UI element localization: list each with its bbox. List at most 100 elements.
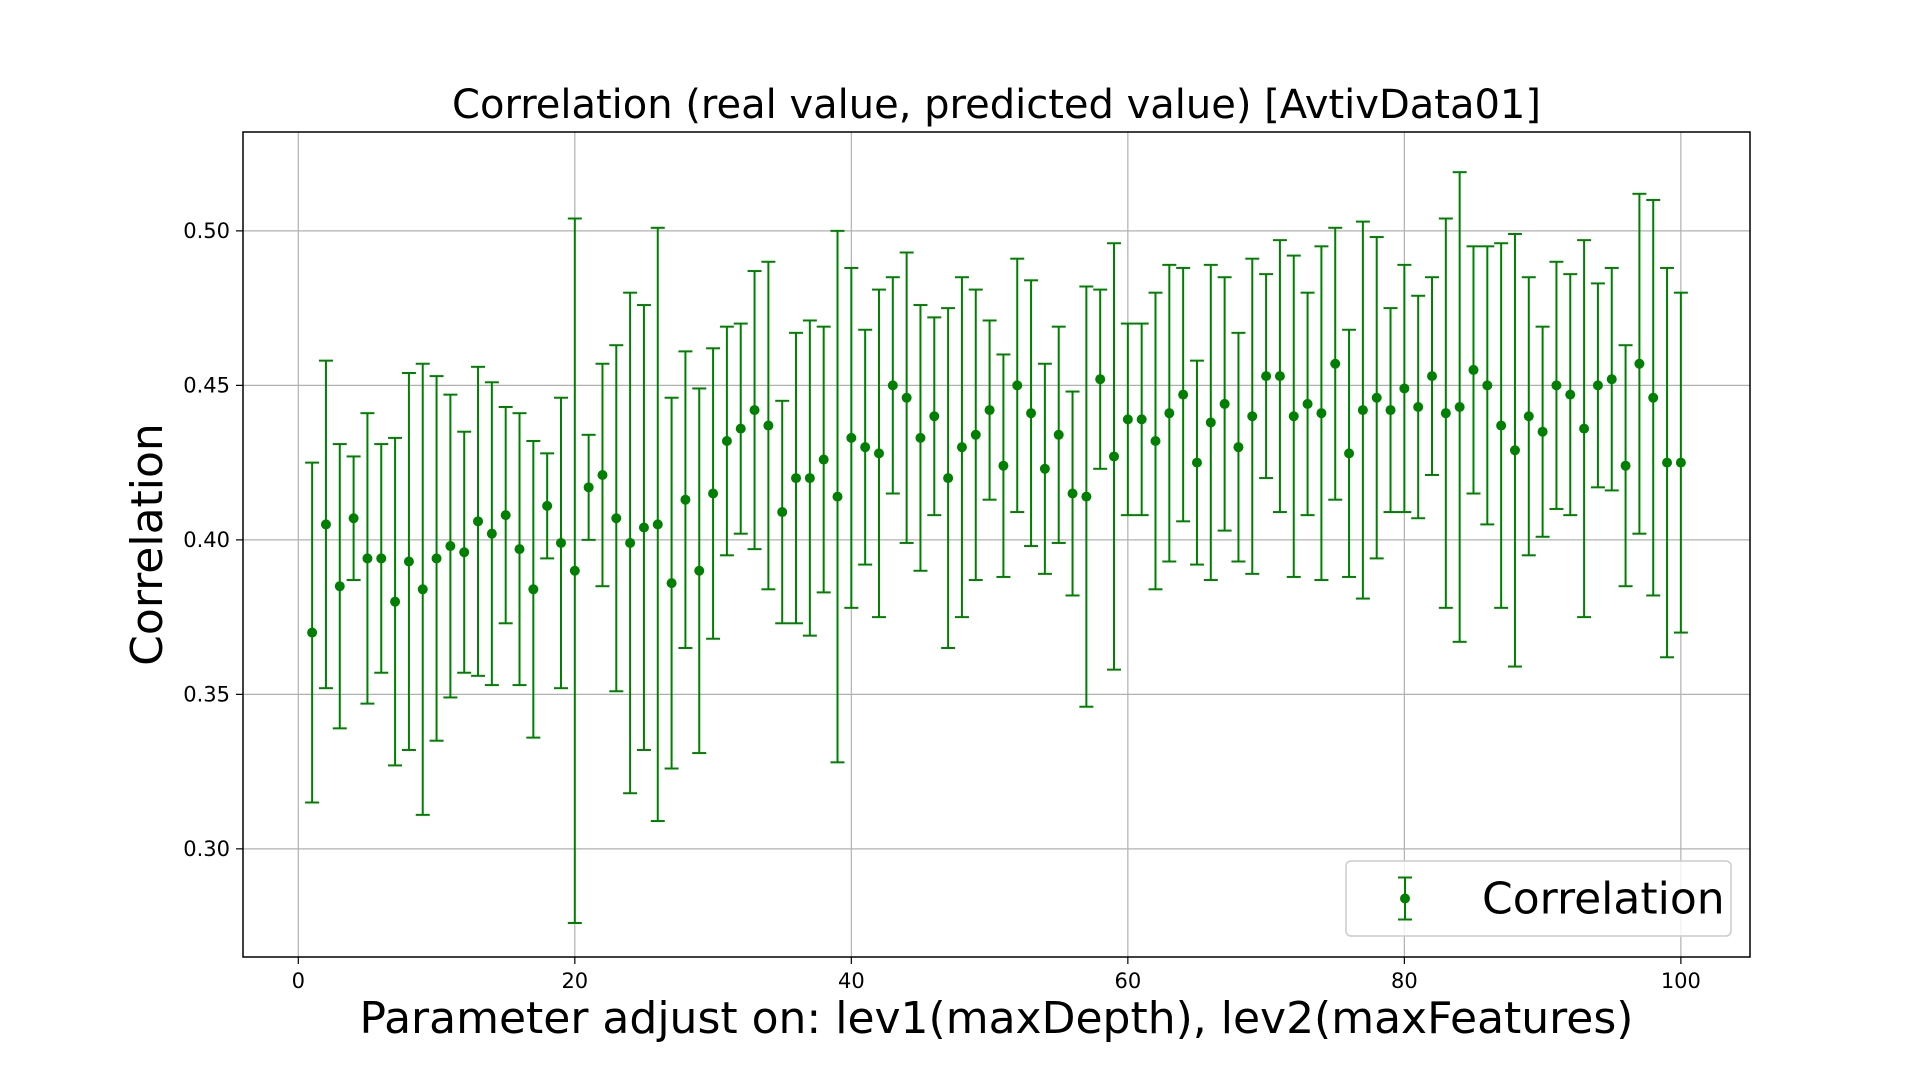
data-point [887, 380, 898, 391]
data-point [1675, 457, 1686, 468]
error-bar-point [1466, 245, 1481, 495]
data-point [1344, 448, 1355, 459]
error-bar-point [1120, 322, 1135, 517]
error-bar-point [1563, 273, 1578, 517]
error-bar-point [719, 325, 734, 557]
data-point [1413, 402, 1424, 412]
data-point [1454, 402, 1465, 412]
data-point [514, 544, 525, 555]
data-point [1330, 358, 1341, 369]
error-bar-point [1203, 263, 1218, 582]
y-axis-label: Correlation [122, 423, 173, 666]
data-point [445, 541, 456, 552]
error-bar-point [1646, 198, 1661, 597]
error-bar-point [1369, 236, 1384, 560]
error-bar-point [1217, 276, 1232, 532]
data-point [1150, 435, 1161, 446]
data-point [1523, 411, 1534, 422]
x-tick-label: 60 [1114, 969, 1141, 993]
data-point [1496, 420, 1507, 431]
data-point [1468, 364, 1479, 375]
error-bar-point [374, 443, 389, 674]
data-point [915, 432, 926, 443]
error-bar-point [996, 353, 1011, 578]
error-bar-point [650, 226, 665, 823]
data-point [1371, 392, 1382, 403]
data-point [362, 553, 373, 564]
error-bar-point [1618, 344, 1633, 588]
error-bar-point [733, 322, 748, 535]
error-bar-point [1660, 266, 1675, 659]
data-point [1565, 389, 1576, 400]
error-bar-point [1521, 276, 1536, 557]
data-point [1316, 408, 1327, 419]
y-tick-label: 0.50 [183, 219, 230, 243]
error-bar-point [1259, 273, 1274, 480]
x-tick-label: 100 [1661, 969, 1701, 993]
error-bar-point [346, 455, 361, 582]
data-point [1109, 451, 1120, 462]
error-bar-point [885, 276, 900, 495]
data-point [652, 519, 663, 530]
error-bar-point [692, 387, 707, 755]
data-point [1302, 398, 1313, 409]
error-bar-point [664, 396, 679, 770]
data-point [1205, 417, 1216, 428]
data-point [307, 627, 318, 638]
error-bar-point [789, 331, 804, 625]
data-point [1081, 491, 1092, 502]
error-bar-point [360, 412, 375, 705]
data-point [1261, 371, 1272, 382]
legend-box [1345, 860, 1732, 937]
error-bar-point [1134, 322, 1149, 517]
data-point [638, 522, 649, 533]
error-bar-point [567, 217, 582, 925]
error-bar-point [636, 304, 651, 751]
error-bar-point [1272, 239, 1287, 514]
error-bar-point [678, 350, 693, 650]
data-point [1509, 445, 1520, 456]
data-point [998, 460, 1009, 471]
data-point [1592, 380, 1603, 391]
error-bar-point [415, 362, 430, 816]
error-bar-point [761, 260, 776, 591]
data-point [1191, 457, 1202, 468]
error-bar-point [1328, 226, 1343, 501]
error-bar-point [1189, 359, 1204, 566]
data-point [1579, 423, 1590, 434]
error-bar-point [775, 399, 790, 625]
data-point [542, 500, 553, 511]
error-bar-point [443, 393, 458, 699]
error-bar-point [401, 372, 416, 751]
data-point [680, 494, 691, 505]
plot-frame [242, 131, 1751, 958]
data-point [431, 553, 442, 564]
error-bar-point [1438, 217, 1453, 609]
data-point [1427, 371, 1438, 382]
error-bar-point [1051, 325, 1066, 544]
data-point [1095, 374, 1106, 385]
error-bar-point [1494, 242, 1509, 609]
error-bar-point [954, 276, 969, 619]
error-bar-point [1176, 266, 1191, 523]
data-point [1178, 389, 1189, 400]
error-bar-point [802, 319, 817, 637]
data-point [846, 432, 857, 443]
data-point [1606, 374, 1617, 385]
data-point [555, 537, 566, 548]
error-bar-point [318, 359, 333, 690]
data-point [583, 482, 594, 493]
data-point [486, 528, 497, 539]
data-point [666, 578, 677, 589]
x-tick-label: 0 [292, 969, 305, 993]
error-bar-point [1093, 288, 1108, 470]
data-point [376, 553, 387, 564]
error-bar-point [332, 443, 347, 730]
error-bar-point [1148, 291, 1163, 591]
data-point [1399, 383, 1410, 394]
data-point [528, 584, 539, 595]
y-tick-label: 0.30 [183, 837, 230, 861]
data-point [1247, 411, 1258, 422]
data-point [1385, 405, 1396, 416]
error-bar-point [1342, 328, 1357, 578]
